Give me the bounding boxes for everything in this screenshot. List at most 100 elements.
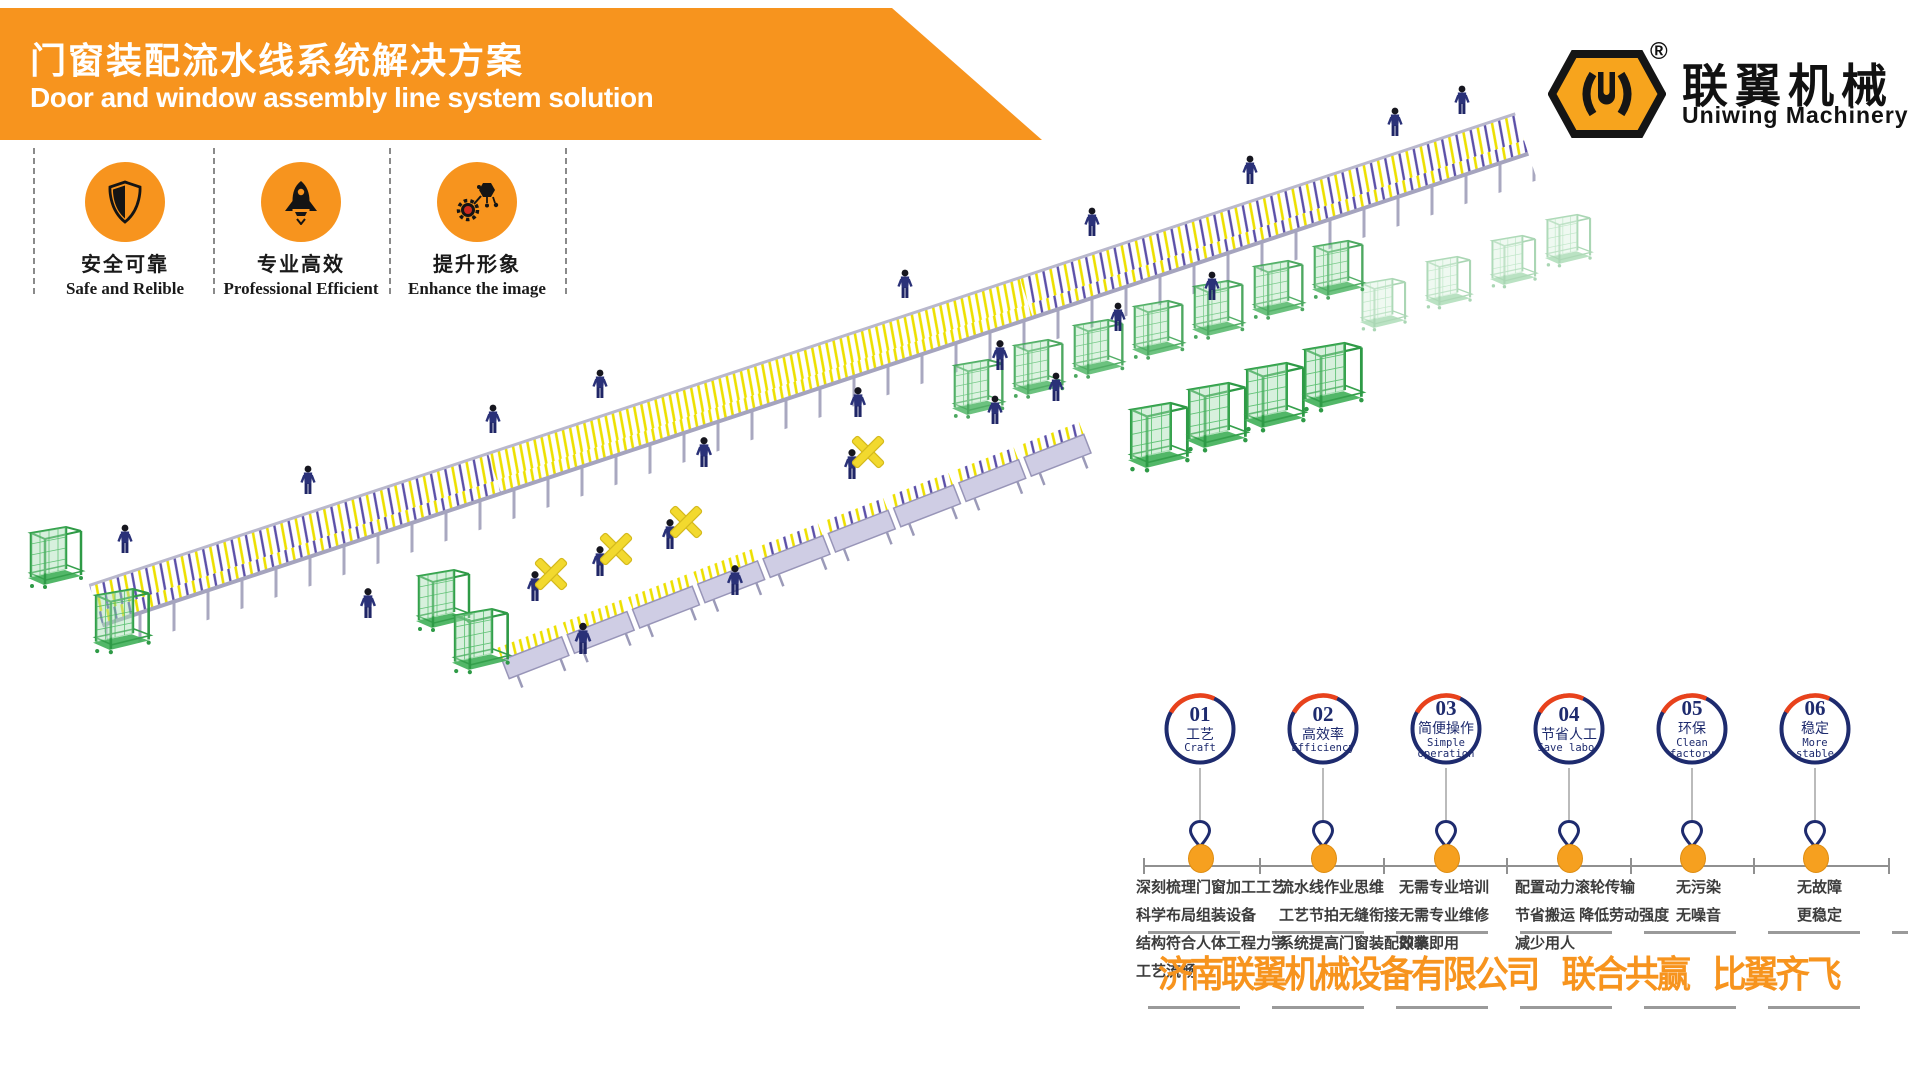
rack-icon: [1310, 239, 1366, 301]
timeline-tick: [1383, 858, 1385, 874]
desc-line: 无需专业维修: [1399, 907, 1490, 924]
timeline-dot: [1311, 844, 1337, 873]
timeline-label-en: Craft: [1184, 742, 1216, 755]
timeline-circle: 03 简便操作 Simple operation: [1409, 692, 1483, 766]
desc-col-efficiency: 流水线作业思维 工艺节拍无缝衔接 系统提高门窗装配效率: [1279, 874, 1429, 958]
timeline-label-en: Simple operation: [1417, 736, 1475, 760]
desc-line: 配置动力滚轮传输: [1515, 879, 1636, 896]
badge-safe-circle: [85, 162, 165, 242]
timeline-label-en: Save labor: [1537, 742, 1601, 755]
rack-icon: [26, 525, 85, 591]
timeline-tick: [1888, 858, 1890, 874]
assembly-table: [822, 496, 902, 566]
rack-icon: [1358, 277, 1408, 333]
ring-icon: [1287, 693, 1359, 765]
timeline-item-02: 02 高效率 Efficiency: [1268, 692, 1378, 873]
badge-separator: [33, 148, 35, 294]
assembly-table: [1018, 420, 1097, 490]
rack-icon: [1184, 381, 1249, 454]
timeline-item-03: 03 简便操作 Simple operation: [1391, 692, 1501, 873]
worker-icon: [117, 523, 133, 555]
rack-icon: [1190, 279, 1246, 341]
brand-name-zh: 联翼机械: [1682, 60, 1894, 112]
timeline-dot: [1803, 844, 1829, 873]
rack-icon: [1423, 255, 1473, 311]
desc-line: 节省搬运 降低劳动强度: [1515, 907, 1670, 924]
assembly-table: [952, 446, 1032, 515]
timeline-item-04: 04 节省人工 Save labor: [1514, 692, 1624, 873]
badge-image-label-en: Enhance the image: [408, 279, 546, 298]
worker-icon: [300, 464, 316, 496]
upper-conveyor: [88, 112, 1538, 652]
worker-icon: [1242, 154, 1258, 186]
cross-frame-icon: [668, 504, 704, 540]
rack-icon: [1300, 341, 1365, 414]
timeline-connector: [1322, 768, 1324, 820]
desc-line: 无噪音: [1676, 907, 1722, 924]
badge-image-label-zh: 提升形象: [433, 254, 521, 276]
timeline-number: 05: [1681, 696, 1703, 721]
timeline-label-zh: 稳定: [1801, 720, 1829, 737]
badge-safe-label-zh: 安全可靠: [81, 254, 169, 276]
slogan-2: 比翼齐飞: [1712, 954, 1841, 995]
timeline-number: 03: [1435, 696, 1457, 721]
desc-col-craft: 深刻梳理门窗加工工艺 科学布局组装设备 结构符合人体工程力学 工艺流畅: [1136, 874, 1286, 986]
worker-icon: [1084, 206, 1100, 238]
rack-icon: [1250, 259, 1306, 321]
worker-icon: [1387, 106, 1403, 138]
desc-line: 减少用人: [1515, 935, 1576, 952]
desc-line: 无需专业培训: [1399, 879, 1490, 896]
rack-icon: [450, 607, 512, 676]
desc-col-stable: 无故障 更稳定: [1797, 874, 1842, 930]
cross-frame-icon: [850, 434, 886, 470]
ring-icon: [1533, 693, 1605, 765]
desc-col-labor: 配置动力滚轮传输 节省搬运 降低劳动强度 减少用人: [1515, 874, 1669, 958]
cross-frame-icon: [598, 531, 634, 567]
timeline-connector: [1691, 768, 1693, 820]
assembly-table: [561, 598, 641, 667]
badge-safe: 安全可靠 Safe and Relible: [37, 148, 213, 299]
timeline-circle: 05 环保 Clean factory: [1655, 692, 1729, 766]
registered-mark: ®: [1650, 38, 1668, 65]
timeline-number: 02: [1312, 701, 1334, 726]
desc-line: 流水线作业思维: [1279, 879, 1385, 896]
assembly-table: [626, 572, 706, 642]
assembly-table: [757, 522, 836, 591]
timeline-tick: [1753, 858, 1755, 874]
badge-professional-circle: [261, 162, 341, 242]
timeline-tick: [1506, 858, 1508, 874]
timeline-connector: [1199, 768, 1201, 820]
rack-icon: [1130, 299, 1186, 361]
timeline-circle: 02 高效率 Efficiency: [1286, 692, 1360, 766]
desc-line: 系统提高门窗装配效率: [1279, 935, 1430, 952]
slogan-1: 联合共赢: [1561, 954, 1691, 995]
timeline-tick: [1630, 858, 1632, 874]
worker-icon: [592, 368, 608, 400]
timeline-item-06: 06 稳定 More stable: [1760, 692, 1870, 873]
desc-line: 即装即用: [1399, 935, 1460, 952]
desc-line: 无污染: [1676, 879, 1722, 896]
worker-icon: [1454, 84, 1470, 116]
ring-icon: [1410, 693, 1482, 765]
ring-icon: [1164, 693, 1236, 765]
badge-professional-label-en: Professional Efficient: [223, 279, 379, 298]
timeline-dot: [1680, 844, 1706, 873]
assembly-table: [691, 547, 771, 617]
page-title-en: Door and window assembly line system sol…: [30, 82, 654, 113]
timeline-number: 06: [1804, 696, 1826, 721]
desc-line: 深刻梳理门窗加工工艺: [1136, 879, 1287, 896]
timeline-label-en: Clean factory: [1669, 736, 1715, 760]
rocket-icon: [285, 181, 317, 225]
rack-icon: [1242, 361, 1307, 434]
timeline-connector: [1445, 768, 1447, 820]
rack-icon: [1126, 401, 1191, 474]
timeline-label-zh: 环保: [1678, 720, 1706, 737]
timeline-label-zh: 高效率: [1302, 725, 1344, 742]
slogan-divider-top: [1148, 931, 1908, 934]
ring-icon: [1656, 693, 1728, 765]
badge-image: 提升形象 Enhance the image: [389, 148, 565, 299]
badge-separator: [213, 148, 215, 294]
timeline-dot: [1188, 844, 1214, 873]
badge-professional: 专业高效 Professional Efficient: [213, 148, 389, 299]
